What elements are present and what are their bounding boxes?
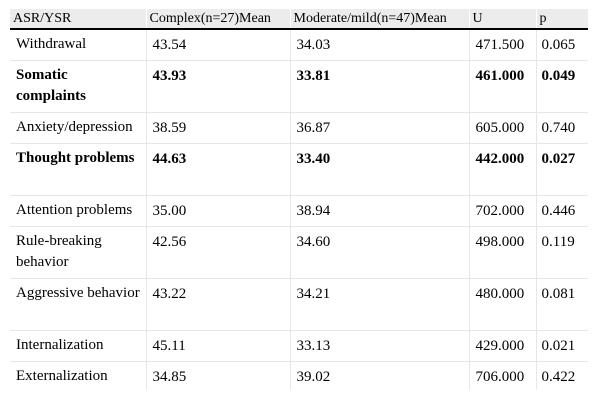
moderate-mean-cell: 34.21 xyxy=(289,278,469,331)
p-cell: 0.065 xyxy=(535,29,588,61)
row-label: Thought problems xyxy=(10,143,146,196)
moderate-mean-cell: 33.40 xyxy=(289,143,469,196)
u-cell: 498.000 xyxy=(468,226,536,279)
u-cell: 480.000 xyxy=(468,278,536,331)
header-moderate-mild-mean: Moderate/mild(n=47)Mean xyxy=(289,9,469,30)
u-cell: 429.000 xyxy=(468,330,536,362)
p-cell: 0.422 xyxy=(535,361,588,389)
results-table: ASR/YSR Complex(n=27)Mean Moderate/mild(… xyxy=(10,9,588,389)
complex-mean-cell: 44.63 xyxy=(145,143,290,196)
moderate-mean-cell: 39.02 xyxy=(289,361,469,389)
complex-mean-cell: 38.59 xyxy=(145,112,290,144)
table-row: Anxiety/depression 38.59 36.87 605.000 0… xyxy=(10,112,588,144)
complex-mean-cell: 43.22 xyxy=(145,278,290,331)
u-cell: 706.000 xyxy=(468,361,536,389)
p-cell: 0.740 xyxy=(535,112,588,144)
table-row: Internalization 45.11 33.13 429.000 0.02… xyxy=(10,330,588,362)
u-cell: 442.000 xyxy=(468,143,536,196)
table-row: Rule-breaking behavior 42.56 34.60 498.0… xyxy=(10,226,588,279)
moderate-mean-cell: 36.87 xyxy=(289,112,469,144)
table-container: ASR/YSR Complex(n=27)Mean Moderate/mild(… xyxy=(10,9,588,389)
row-label: Externalization xyxy=(10,361,146,389)
complex-mean-cell: 35.00 xyxy=(145,195,290,227)
p-cell: 0.021 xyxy=(535,330,588,362)
moderate-mean-cell: 38.94 xyxy=(289,195,469,227)
table-row: Somatic complaints 43.93 33.81 461.000 0… xyxy=(10,60,588,113)
p-cell: 0.119 xyxy=(535,226,588,279)
complex-mean-cell: 43.54 xyxy=(145,29,290,61)
p-cell: 0.446 xyxy=(535,195,588,227)
table-row: Externalization 34.85 39.02 706.000 0.42… xyxy=(10,361,588,389)
header-u: U xyxy=(468,9,536,30)
row-label: Withdrawal xyxy=(10,29,146,61)
row-label: Rule-breaking behavior xyxy=(10,226,146,279)
row-label: Somatic complaints xyxy=(10,60,146,113)
table-row: Attention problems 35.00 38.94 702.000 0… xyxy=(10,195,588,227)
row-label: Anxiety/depression xyxy=(10,112,146,144)
header-complex-mean: Complex(n=27)Mean xyxy=(145,9,290,30)
u-cell: 702.000 xyxy=(468,195,536,227)
moderate-mean-cell: 33.13 xyxy=(289,330,469,362)
u-cell: 605.000 xyxy=(468,112,536,144)
p-cell: 0.049 xyxy=(535,60,588,113)
complex-mean-cell: 34.85 xyxy=(145,361,290,389)
moderate-mean-cell: 33.81 xyxy=(289,60,469,113)
complex-mean-cell: 43.93 xyxy=(145,60,290,113)
row-label: Attention problems xyxy=(10,195,146,227)
moderate-mean-cell: 34.03 xyxy=(289,29,469,61)
row-label: Aggressive behavior xyxy=(10,278,146,331)
p-cell: 0.081 xyxy=(535,278,588,331)
table-row: Thought problems 44.63 33.40 442.000 0.0… xyxy=(10,143,588,196)
table-row: Aggressive behavior 43.22 34.21 480.000 … xyxy=(10,278,588,331)
header-p: p xyxy=(535,9,588,30)
table-row: Withdrawal 43.54 34.03 471.500 0.065 xyxy=(10,29,588,61)
header-asr-ysr: ASR/YSR xyxy=(10,9,146,30)
u-cell: 471.500 xyxy=(468,29,536,61)
moderate-mean-cell: 34.60 xyxy=(289,226,469,279)
header-row: ASR/YSR Complex(n=27)Mean Moderate/mild(… xyxy=(10,9,588,30)
p-cell: 0.027 xyxy=(535,143,588,196)
u-cell: 461.000 xyxy=(468,60,536,113)
complex-mean-cell: 45.11 xyxy=(145,330,290,362)
row-label: Internalization xyxy=(10,330,146,362)
complex-mean-cell: 42.56 xyxy=(145,226,290,279)
